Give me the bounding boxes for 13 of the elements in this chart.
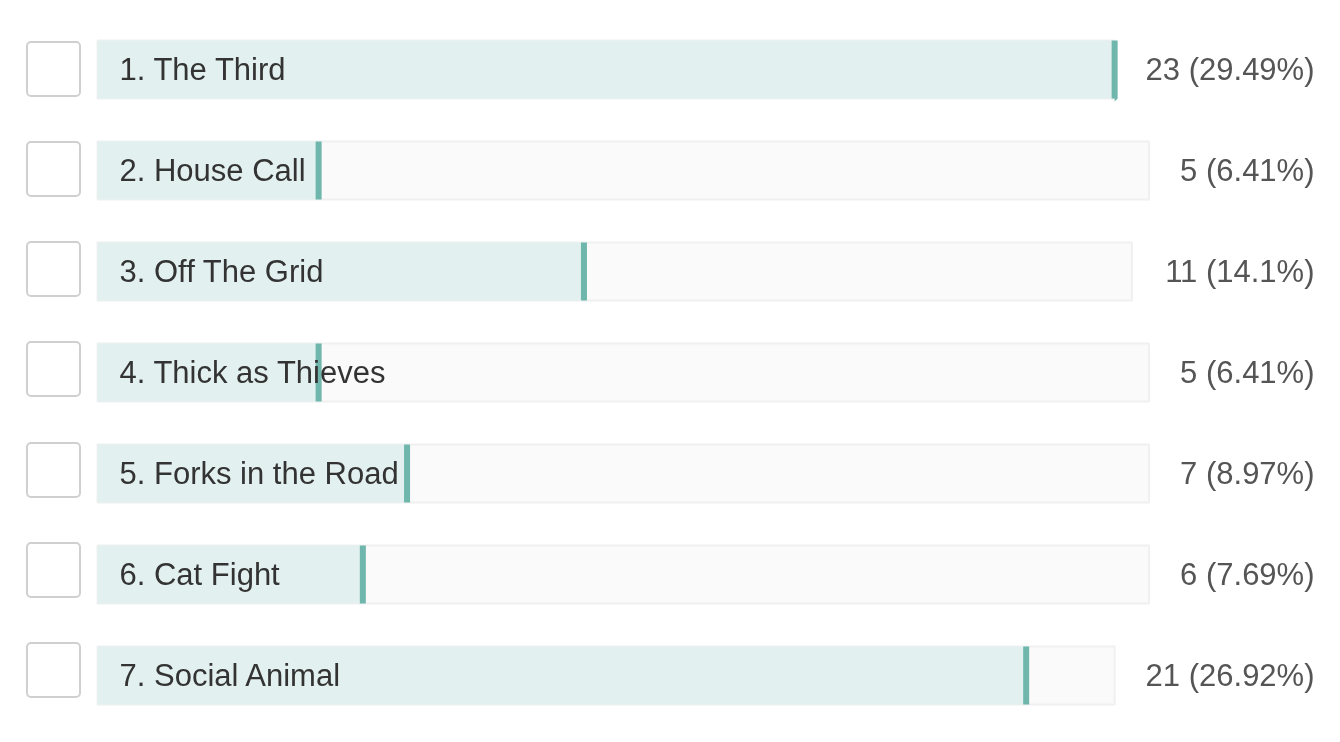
y-tick-label: 7. Social Animal — [119, 658, 341, 693]
data-label: 6 (7.69%) — [1180, 557, 1315, 592]
data-label: 21 (26.92%) — [1145, 658, 1315, 693]
data-label: 5 (6.41%) — [1180, 355, 1315, 390]
y-tick-label: 3. Off The Grid — [119, 254, 324, 289]
y-tick-label: 5. Forks in the Road — [119, 456, 399, 491]
y-tick-label: 6. Cat Fight — [119, 557, 281, 592]
y-tick-label: 2. House Call — [119, 153, 306, 188]
data-label: 11 (14.1%) — [1165, 254, 1315, 289]
data-label: 5 (6.41%) — [1180, 153, 1315, 188]
data-label: 7 (8.97%) — [1180, 456, 1315, 491]
y-tick-label: 1. The Third — [119, 52, 286, 87]
data-label: 23 (29.49%) — [1145, 52, 1315, 87]
